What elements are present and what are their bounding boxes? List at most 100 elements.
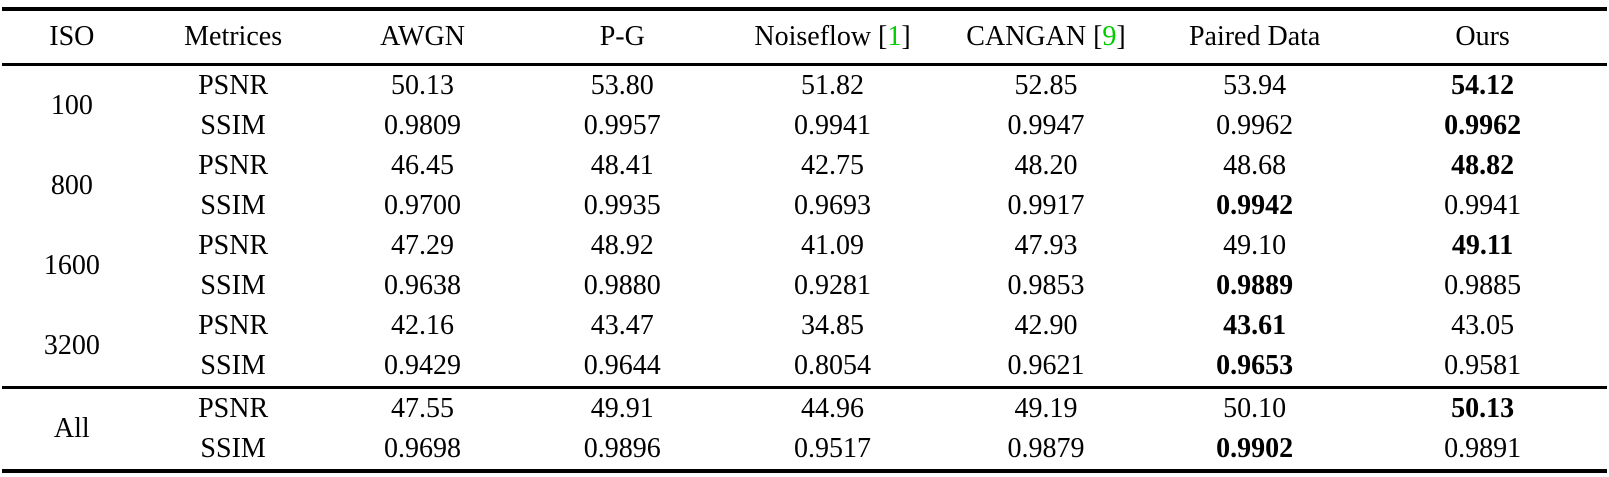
value-cell: 0.9947	[1007, 110, 1085, 141]
metric-cell: PSNR	[198, 310, 269, 341]
header-cangan: CANGAN [9]	[940, 9, 1152, 66]
value-cell: 0.9700	[383, 190, 461, 221]
metric-cell: PSNR	[198, 150, 269, 181]
header-iso: ISO	[2, 9, 142, 66]
value-cell: 47.29	[390, 230, 454, 261]
value-cell: 0.9281	[794, 270, 872, 301]
value-cell-best: 0.9902	[1216, 433, 1294, 464]
header-noiseflow: Noiseflow [1]	[724, 9, 941, 66]
header-cangan-label: CANGAN	[966, 21, 1087, 52]
metric-cell: SSIM	[200, 350, 266, 381]
value-cell-best: 43.61	[1223, 310, 1287, 341]
metric-cell: SSIM	[200, 433, 266, 464]
value-cell: 34.85	[801, 310, 865, 341]
value-cell: 0.9885	[1444, 270, 1522, 301]
value-cell: 53.80	[590, 70, 654, 101]
value-cell: 42.90	[1014, 310, 1078, 341]
value-cell: 0.9693	[794, 190, 872, 221]
value-cell: 50.13	[390, 70, 454, 101]
metric-cell: SSIM	[200, 110, 266, 141]
citation-bracket-close: ]	[901, 21, 911, 52]
value-cell: 0.9809	[383, 110, 461, 141]
header-row: ISO Metrices AWGN P-G Noiseflow [1] CANG…	[2, 9, 1607, 66]
citation-bracket-open: [	[1093, 21, 1103, 52]
value-cell: 0.8054	[794, 350, 872, 381]
value-cell: 0.9621	[1007, 350, 1085, 381]
citation-link-cangan[interactable]: 9	[1102, 21, 1117, 52]
value-cell: 49.91	[520, 386, 725, 429]
table-row-800-ssim: SSIM 0.9700 0.9935 0.9693 0.9917 0.9942 …	[2, 186, 1607, 226]
value-cell: 0.9429	[383, 350, 461, 381]
value-cell: 0.9941	[794, 110, 872, 141]
header-ours: Ours	[1358, 9, 1607, 66]
value-cell: 47.93	[1014, 230, 1078, 261]
header-pg: P-G	[520, 9, 725, 66]
metric-cell: PSNR	[141, 386, 325, 429]
value-cell: 48.68	[1223, 150, 1287, 181]
value-cell: 0.9517	[794, 433, 872, 464]
value-cell: 50.10	[1151, 386, 1359, 429]
metric-cell: SSIM	[200, 190, 266, 221]
iso-cell: 3200	[43, 330, 100, 361]
value-cell-best: 0.9653	[1216, 350, 1294, 381]
value-cell: 0.9941	[1444, 190, 1522, 221]
value-cell-best: 0.9962	[1444, 110, 1522, 141]
table-row-100-ssim: SSIM 0.9809 0.9957 0.9941 0.9947 0.9962 …	[2, 106, 1607, 146]
value-cell-best: 0.9889	[1216, 270, 1294, 301]
table-row-all-ssim: SSIM 0.9698 0.9896 0.9517 0.9879 0.9902 …	[2, 429, 1607, 471]
value-cell: 0.9962	[1216, 110, 1294, 141]
header-awgn: AWGN	[324, 9, 521, 66]
citation-link-noiseflow[interactable]: 1	[887, 21, 902, 52]
value-cell: 0.9644	[583, 350, 661, 381]
value-cell: 0.9638	[383, 270, 461, 301]
value-cell: 43.47	[590, 310, 654, 341]
value-cell: 0.9581	[1444, 350, 1522, 381]
header-metrices: Metrices	[141, 9, 325, 66]
value-cell: 0.9891	[1444, 433, 1522, 464]
table-row-3200-ssim: SSIM 0.9429 0.9644 0.8054 0.9621 0.9653 …	[2, 346, 1607, 388]
value-cell: 43.05	[1451, 310, 1515, 341]
value-cell: 47.55	[324, 386, 521, 429]
table-row-100-psnr: 100 PSNR 50.13 53.80 51.82 52.85 53.94 5…	[2, 65, 1607, 121]
citation-bracket-close: ]	[1116, 21, 1126, 52]
value-cell-best: 48.82	[1451, 150, 1515, 181]
citation-bracket-open: [	[878, 21, 888, 52]
header-noiseflow-label: Noiseflow	[754, 21, 872, 52]
metric-cell: SSIM	[200, 270, 266, 301]
value-cell: 42.16	[390, 310, 454, 341]
value-cell-best: 50.13	[1358, 386, 1607, 429]
value-cell: 0.9917	[1007, 190, 1085, 221]
value-cell: 53.94	[1223, 70, 1287, 101]
results-table: ISO Metrices AWGN P-G Noiseflow [1] CANG…	[2, 7, 1607, 473]
iso-cell: 800	[50, 170, 93, 201]
iso-cell: 100	[50, 90, 93, 121]
value-cell: 48.20	[1014, 150, 1078, 181]
value-cell: 0.9879	[1007, 433, 1085, 464]
value-cell: 51.82	[801, 70, 865, 101]
value-cell: 44.96	[724, 386, 941, 429]
value-cell-best: 54.12	[1451, 70, 1515, 101]
value-cell: 46.45	[390, 150, 454, 181]
iso-cell: All	[2, 386, 142, 471]
value-cell-best: 0.9942	[1216, 190, 1294, 221]
table-row-all-psnr: All PSNR 47.55 49.91 44.96 49.19 50.10 5…	[2, 386, 1607, 471]
iso-cell: 1600	[43, 250, 100, 281]
value-cell: 49.19	[940, 386, 1152, 429]
table-row-1600-ssim: SSIM 0.9638 0.9880 0.9281 0.9853 0.9889 …	[2, 266, 1607, 306]
value-cell: 42.75	[801, 150, 865, 181]
value-cell: 48.92	[590, 230, 654, 261]
value-cell: 0.9698	[383, 433, 461, 464]
table-row-800-psnr: 800 PSNR 46.45 48.41 42.75 48.20 48.68 4…	[2, 146, 1607, 201]
value-cell: 0.9880	[583, 270, 661, 301]
value-cell: 0.9896	[583, 433, 661, 464]
value-cell: 48.41	[590, 150, 654, 181]
header-paired-data: Paired Data	[1151, 9, 1359, 66]
value-cell: 0.9853	[1007, 270, 1085, 301]
table-row-3200-psnr: 3200 PSNR 42.16 43.47 34.85 42.90 43.61 …	[2, 306, 1607, 361]
value-cell: 0.9957	[583, 110, 661, 141]
metric-cell: PSNR	[198, 230, 269, 261]
value-cell: 0.9935	[583, 190, 661, 221]
value-cell: 52.85	[1014, 70, 1078, 101]
value-cell: 49.10	[1223, 230, 1287, 261]
value-cell-best: 49.11	[1451, 230, 1514, 261]
